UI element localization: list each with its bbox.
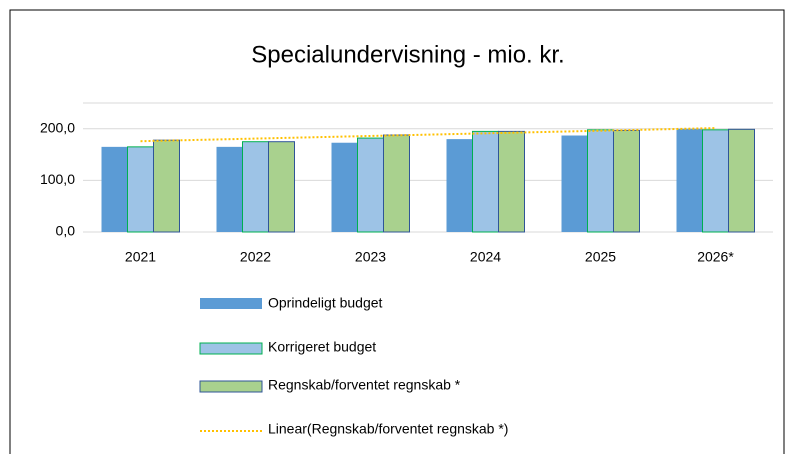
bar (498, 130, 525, 233)
bar (561, 135, 588, 232)
x-tick-label: 2023 (355, 249, 386, 265)
bar (242, 141, 269, 233)
bar (101, 146, 128, 232)
legend: Oprindeligt budget Korrigeret budget Reg… (199, 295, 508, 437)
bar (216, 146, 243, 232)
y-tick-label: 200,0 (40, 120, 75, 136)
chart-title: Specialundervisning - mio. kr. (251, 41, 564, 68)
legend-swatch (200, 298, 262, 309)
bar (153, 139, 180, 233)
x-tick-label: 2021 (125, 249, 156, 265)
legend-label: Linear(Regnskab/forventet regnskab *) (268, 421, 508, 437)
bar (702, 129, 729, 233)
y-tick-label: 0,0 (56, 223, 76, 239)
x-tick-label: 2026* (697, 249, 734, 265)
bar (613, 129, 640, 233)
legend-swatch (199, 380, 263, 393)
bar (472, 130, 499, 233)
legend-swatch (199, 342, 263, 355)
legend-label: Regnskab/forventet regnskab * (268, 377, 461, 393)
legend-label: Oprindeligt budget (268, 295, 383, 311)
bar (383, 134, 410, 233)
bar (446, 139, 473, 232)
bar (728, 128, 755, 233)
bar (676, 128, 703, 232)
legend-label: Korrigeret budget (268, 339, 376, 355)
bar (331, 142, 358, 232)
x-tick-label: 2025 (585, 249, 616, 265)
bar (587, 129, 614, 233)
y-tick-label: 100,0 (40, 171, 75, 187)
bar (127, 146, 154, 233)
x-tick-label: 2024 (470, 249, 501, 265)
bar (357, 137, 384, 233)
bar (268, 141, 295, 233)
x-tick-label: 2022 (240, 249, 271, 265)
